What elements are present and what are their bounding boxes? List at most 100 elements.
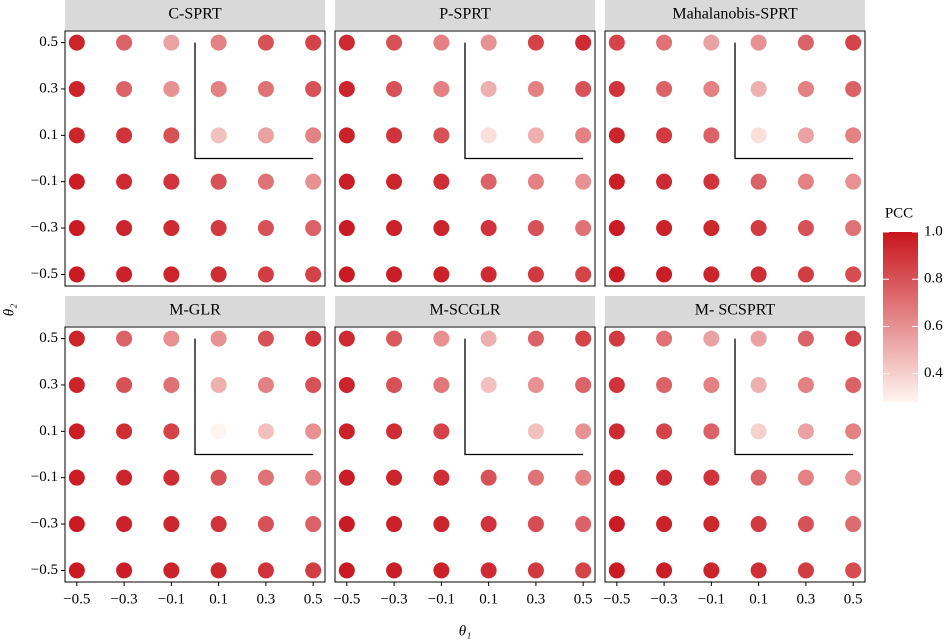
dot <box>116 220 133 237</box>
dot <box>257 423 274 440</box>
dot <box>210 469 227 486</box>
colorbar-tick-label: 0.6 <box>924 318 943 334</box>
dot <box>163 173 180 190</box>
colorbar-tick-label: 1.0 <box>924 223 943 239</box>
dot <box>338 220 355 237</box>
y-tick-label: 0.3 <box>39 80 58 96</box>
dot <box>527 220 544 237</box>
region-guide <box>734 338 854 456</box>
dot <box>338 423 355 440</box>
dot <box>797 562 814 579</box>
dot <box>527 330 544 347</box>
dot <box>656 376 673 393</box>
dot <box>527 80 544 97</box>
dot <box>656 173 673 190</box>
dot <box>116 516 133 533</box>
colorbar-tick-label: 0.4 <box>924 365 943 381</box>
dot <box>703 127 720 144</box>
dot <box>480 562 497 579</box>
dot <box>703 80 720 97</box>
y-tick-label: 0.5 <box>39 34 58 50</box>
dot <box>608 469 625 486</box>
dot <box>210 423 227 440</box>
x-tick-label: 0.3 <box>527 591 546 607</box>
dot <box>797 330 814 347</box>
dot <box>608 173 625 190</box>
dot <box>210 173 227 190</box>
dot <box>338 376 355 393</box>
dot <box>433 127 450 144</box>
region-guide <box>464 338 584 456</box>
dot <box>575 423 592 440</box>
dot <box>845 127 862 144</box>
dot <box>608 330 625 347</box>
dot <box>386 80 403 97</box>
dot <box>68 80 85 97</box>
dot <box>608 266 625 283</box>
colorbar-tick-label: 0.8 <box>924 271 943 287</box>
dot <box>845 423 862 440</box>
dot <box>527 266 544 283</box>
dot <box>210 330 227 347</box>
dot <box>703 562 720 579</box>
dot <box>575 80 592 97</box>
dot <box>480 173 497 190</box>
dot <box>527 516 544 533</box>
dot <box>433 266 450 283</box>
dot <box>433 562 450 579</box>
dot <box>257 34 274 51</box>
dot <box>116 469 133 486</box>
dot <box>338 127 355 144</box>
dot <box>656 330 673 347</box>
dot <box>480 376 497 393</box>
dot <box>338 173 355 190</box>
dot <box>608 423 625 440</box>
dot <box>527 34 544 51</box>
dot <box>527 562 544 579</box>
x-tick-label: −0.1 <box>428 591 455 607</box>
dot <box>703 266 720 283</box>
panel-frame <box>64 30 326 287</box>
dot <box>845 469 862 486</box>
dot <box>845 80 862 97</box>
x-tick-label: 0.5 <box>304 591 323 607</box>
dot <box>750 423 767 440</box>
strip-background <box>605 296 865 326</box>
dot <box>750 220 767 237</box>
dot <box>433 469 450 486</box>
dot <box>257 266 274 283</box>
dot <box>797 173 814 190</box>
dot <box>608 127 625 144</box>
x-tick-label: −0.3 <box>650 591 677 607</box>
dot <box>68 376 85 393</box>
dot <box>575 34 592 51</box>
dot <box>750 266 767 283</box>
dot <box>210 220 227 237</box>
dot <box>845 34 862 51</box>
x-tick-label: −0.5 <box>603 591 630 607</box>
dot <box>116 562 133 579</box>
dot <box>656 127 673 144</box>
dot <box>750 469 767 486</box>
colorbar <box>883 232 918 402</box>
dot <box>210 34 227 51</box>
dot <box>305 469 322 486</box>
dot <box>527 423 544 440</box>
region-guide <box>734 42 854 160</box>
dot <box>527 127 544 144</box>
dot <box>163 127 180 144</box>
dot <box>305 330 322 347</box>
strip-label: M-GLR <box>169 302 221 319</box>
dot <box>575 173 592 190</box>
dot <box>703 173 720 190</box>
dot <box>386 469 403 486</box>
y-tick-label: −0.3 <box>31 219 58 235</box>
dot <box>257 330 274 347</box>
dot <box>305 80 322 97</box>
y-tick-label: 0.3 <box>39 376 58 392</box>
dot <box>527 173 544 190</box>
dot <box>116 423 133 440</box>
dot <box>433 516 450 533</box>
dot <box>750 127 767 144</box>
dot <box>433 376 450 393</box>
